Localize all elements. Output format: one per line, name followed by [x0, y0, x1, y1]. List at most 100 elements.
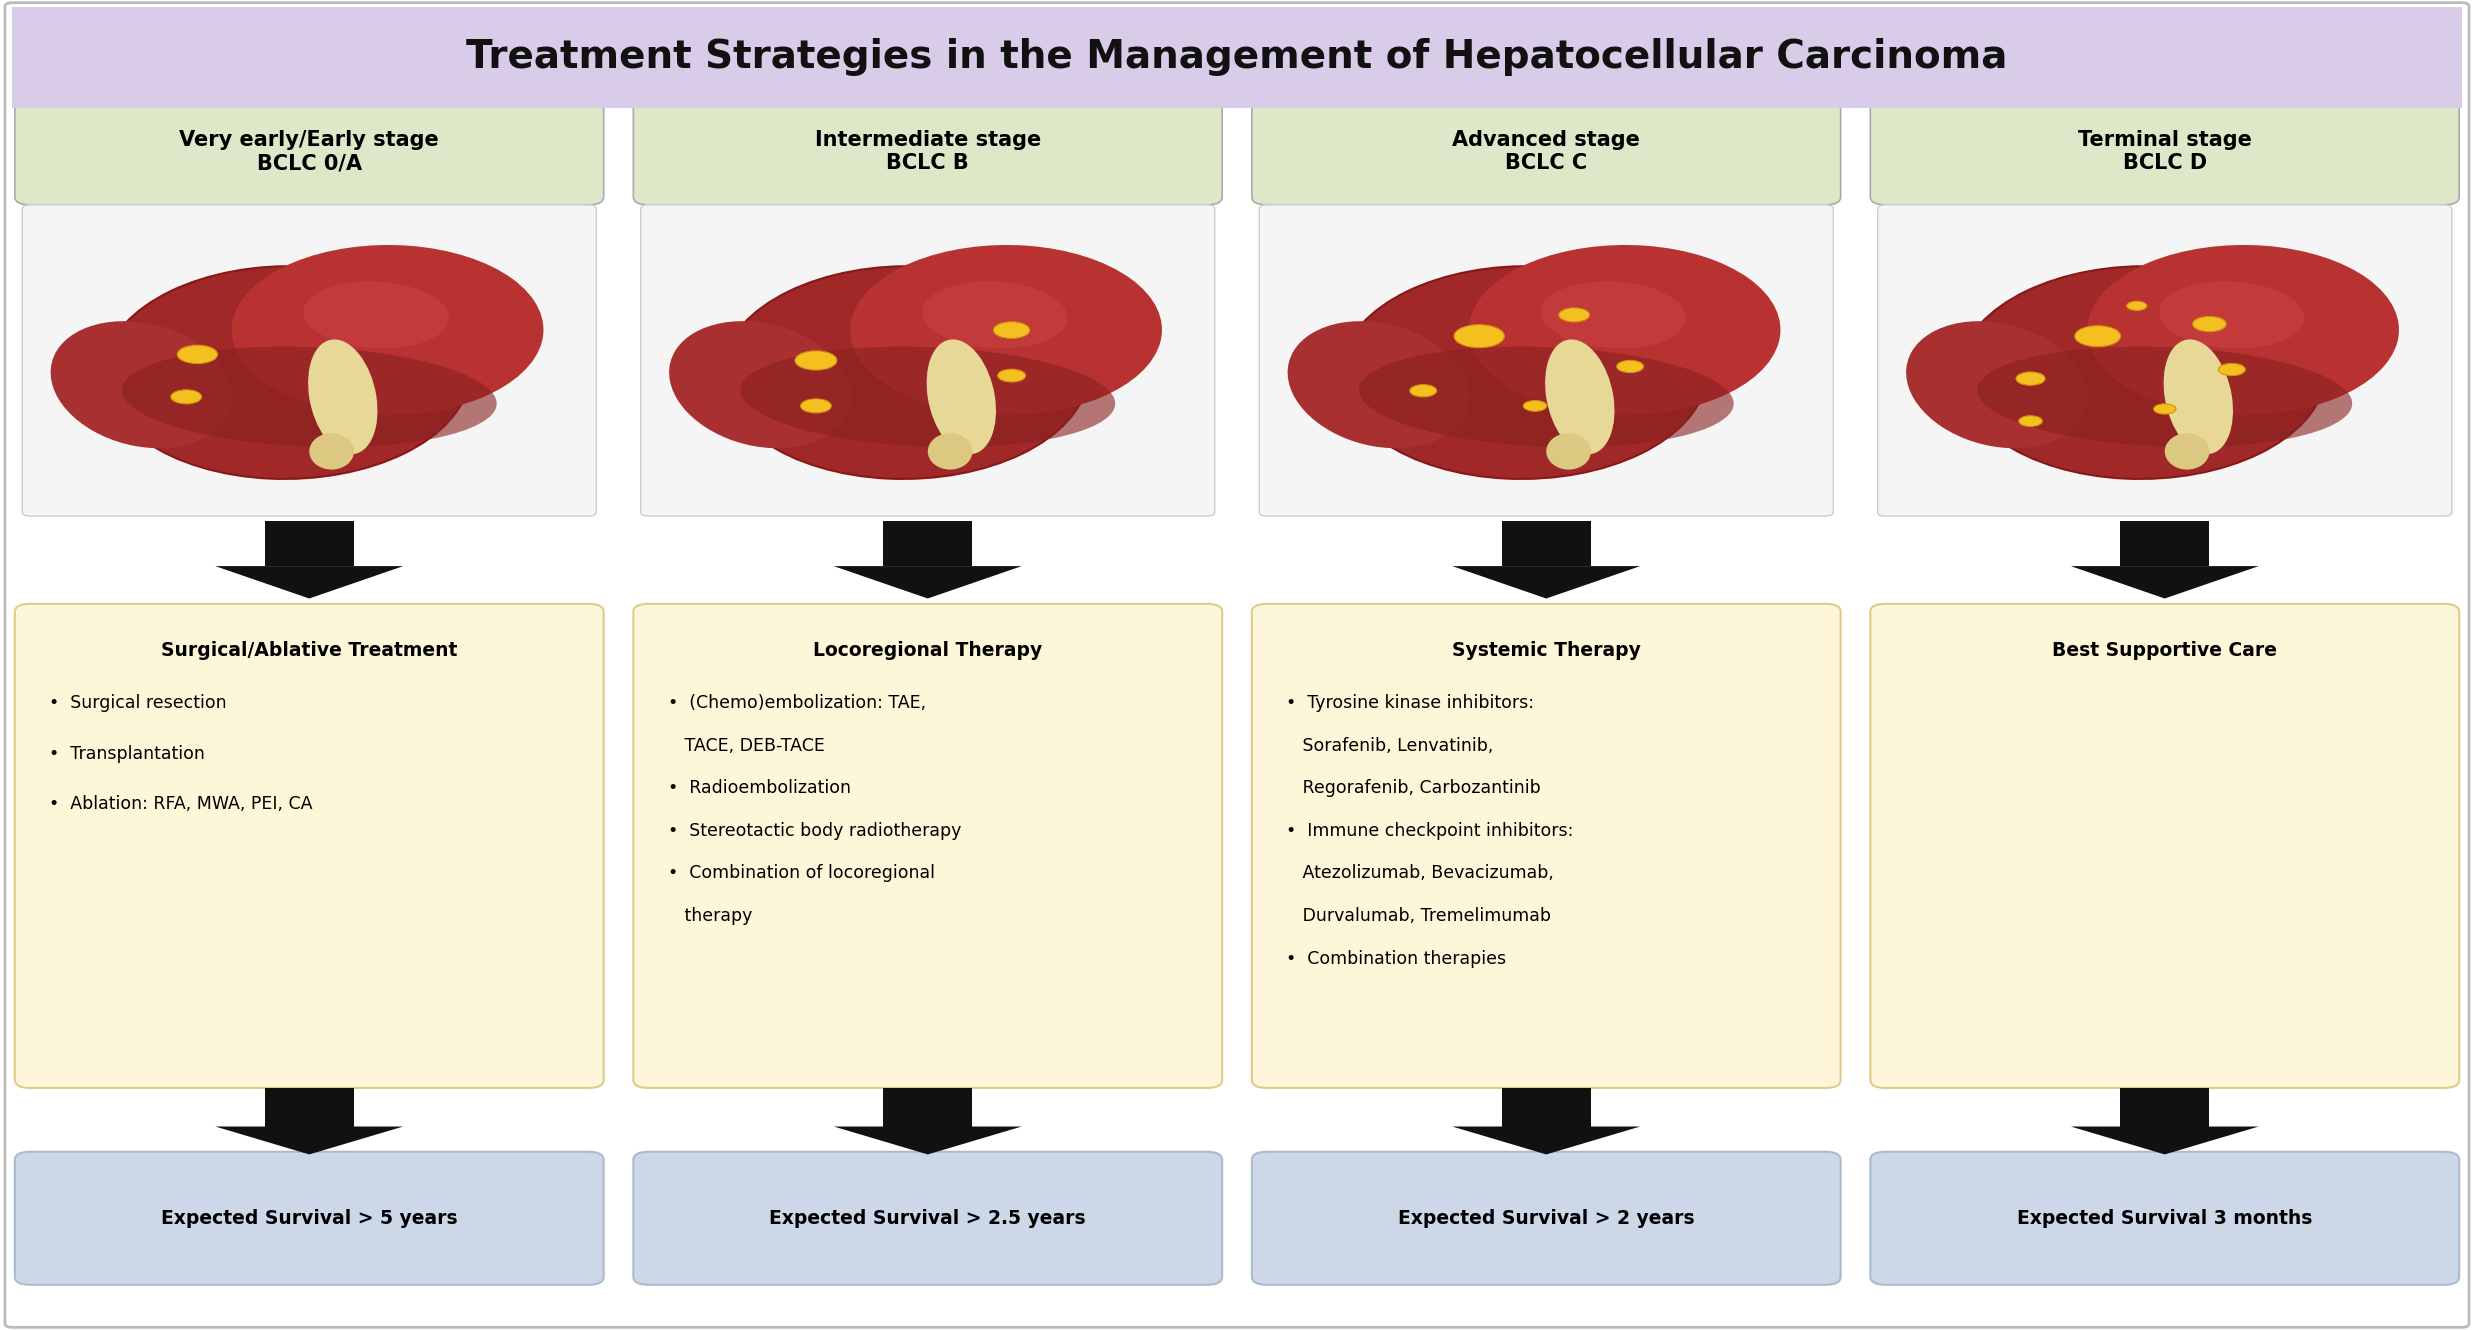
Text: Terminal stage
BCLC D: Terminal stage BCLC D — [2078, 130, 2251, 173]
Text: Atezolizumab, Bevacizumab,: Atezolizumab, Bevacizumab, — [1286, 864, 1554, 883]
Text: •  Stereotactic body radiotherapy: • Stereotactic body radiotherapy — [668, 822, 962, 841]
FancyBboxPatch shape — [633, 98, 1222, 205]
Polygon shape — [1452, 1127, 1640, 1154]
Polygon shape — [883, 1088, 972, 1127]
Ellipse shape — [2076, 326, 2120, 347]
FancyBboxPatch shape — [1870, 1152, 2459, 1285]
Ellipse shape — [722, 266, 1089, 479]
Text: Expected Survival > 2.5 years: Expected Survival > 2.5 years — [769, 1209, 1086, 1228]
Ellipse shape — [928, 339, 997, 455]
Ellipse shape — [923, 282, 1066, 348]
Ellipse shape — [309, 434, 354, 469]
Polygon shape — [883, 521, 972, 567]
Ellipse shape — [928, 434, 972, 469]
Polygon shape — [215, 567, 403, 599]
Polygon shape — [2120, 521, 2209, 567]
Ellipse shape — [1559, 309, 1591, 322]
Text: •  Surgical resection: • Surgical resection — [49, 694, 228, 713]
FancyBboxPatch shape — [15, 1152, 604, 1285]
Polygon shape — [2071, 1127, 2259, 1154]
Text: TACE, DEB-TACE: TACE, DEB-TACE — [668, 737, 824, 755]
Text: •  Combination of locoregional: • Combination of locoregional — [668, 864, 935, 883]
Ellipse shape — [1959, 266, 2326, 479]
Ellipse shape — [2152, 404, 2177, 414]
Text: Treatment Strategies in the Management of Hepatocellular Carcinoma: Treatment Strategies in the Management o… — [465, 39, 2009, 76]
Ellipse shape — [802, 399, 831, 412]
Ellipse shape — [2219, 363, 2246, 375]
Polygon shape — [265, 521, 354, 567]
Text: Advanced stage
BCLC C: Advanced stage BCLC C — [1452, 130, 1640, 173]
Ellipse shape — [1410, 384, 1437, 396]
Polygon shape — [1502, 1088, 1591, 1127]
FancyBboxPatch shape — [1870, 98, 2459, 205]
Ellipse shape — [1524, 400, 1546, 411]
Text: •  Combination therapies: • Combination therapies — [1286, 950, 1507, 968]
Ellipse shape — [997, 370, 1027, 382]
Text: •  Immune checkpoint inhibitors:: • Immune checkpoint inhibitors: — [1286, 822, 1573, 841]
Ellipse shape — [309, 339, 379, 455]
Ellipse shape — [2016, 372, 2046, 386]
Ellipse shape — [2019, 416, 2044, 427]
Ellipse shape — [304, 282, 448, 348]
Text: Expected Survival 3 months: Expected Survival 3 months — [2016, 1209, 2313, 1228]
Ellipse shape — [171, 390, 200, 404]
Ellipse shape — [178, 346, 218, 363]
Text: •  Ablation: RFA, MWA, PEI, CA: • Ablation: RFA, MWA, PEI, CA — [49, 795, 314, 814]
Ellipse shape — [2160, 282, 2303, 348]
Polygon shape — [2071, 567, 2259, 599]
Text: Intermediate stage
BCLC B: Intermediate stage BCLC B — [814, 130, 1042, 173]
Text: •  Tyrosine kinase inhibitors:: • Tyrosine kinase inhibitors: — [1286, 694, 1534, 713]
Polygon shape — [2120, 1088, 2209, 1127]
Ellipse shape — [995, 322, 1029, 338]
FancyBboxPatch shape — [22, 205, 596, 516]
Ellipse shape — [1358, 347, 1734, 447]
Ellipse shape — [1616, 360, 1643, 372]
Ellipse shape — [2192, 317, 2227, 331]
Polygon shape — [1502, 521, 1591, 567]
Text: •  Radioembolization: • Radioembolization — [668, 779, 851, 798]
Text: Sorafenib, Lenvatinib,: Sorafenib, Lenvatinib, — [1286, 737, 1494, 755]
Text: Locoregional Therapy: Locoregional Therapy — [814, 641, 1042, 660]
FancyBboxPatch shape — [1259, 205, 1833, 516]
FancyBboxPatch shape — [1252, 1152, 1841, 1285]
Ellipse shape — [851, 245, 1163, 415]
Text: •  Transplantation: • Transplantation — [49, 745, 205, 763]
Ellipse shape — [121, 347, 497, 447]
FancyBboxPatch shape — [1252, 604, 1841, 1088]
Ellipse shape — [794, 351, 836, 370]
Ellipse shape — [1546, 339, 1616, 455]
Text: Expected Survival > 2 years: Expected Survival > 2 years — [1398, 1209, 1695, 1228]
Polygon shape — [215, 1127, 403, 1154]
FancyBboxPatch shape — [15, 98, 604, 205]
Ellipse shape — [1546, 434, 1591, 469]
Ellipse shape — [2088, 245, 2400, 415]
Ellipse shape — [740, 347, 1116, 447]
Ellipse shape — [1455, 325, 1504, 347]
Text: Best Supportive Care: Best Supportive Care — [2053, 641, 2276, 660]
Text: Durvalumab, Tremelimumab: Durvalumab, Tremelimumab — [1286, 907, 1551, 926]
FancyBboxPatch shape — [641, 205, 1215, 516]
FancyBboxPatch shape — [1870, 604, 2459, 1088]
FancyBboxPatch shape — [1878, 205, 2452, 516]
Polygon shape — [834, 567, 1022, 599]
Ellipse shape — [1905, 321, 2088, 448]
Text: Systemic Therapy: Systemic Therapy — [1452, 641, 1640, 660]
Ellipse shape — [49, 321, 233, 448]
FancyBboxPatch shape — [633, 604, 1222, 1088]
Ellipse shape — [668, 321, 851, 448]
Ellipse shape — [1977, 347, 2353, 447]
Ellipse shape — [1541, 282, 1685, 348]
Ellipse shape — [104, 266, 470, 479]
FancyBboxPatch shape — [15, 604, 604, 1088]
Ellipse shape — [1286, 321, 1470, 448]
Ellipse shape — [2128, 302, 2147, 310]
Polygon shape — [265, 1088, 354, 1127]
Ellipse shape — [233, 245, 544, 415]
Text: Expected Survival > 5 years: Expected Survival > 5 years — [161, 1209, 458, 1228]
Ellipse shape — [1341, 266, 1707, 479]
FancyBboxPatch shape — [1252, 98, 1841, 205]
Ellipse shape — [2165, 339, 2234, 455]
Polygon shape — [1452, 567, 1640, 599]
Text: Surgical/Ablative Treatment: Surgical/Ablative Treatment — [161, 641, 458, 660]
Polygon shape — [834, 1127, 1022, 1154]
